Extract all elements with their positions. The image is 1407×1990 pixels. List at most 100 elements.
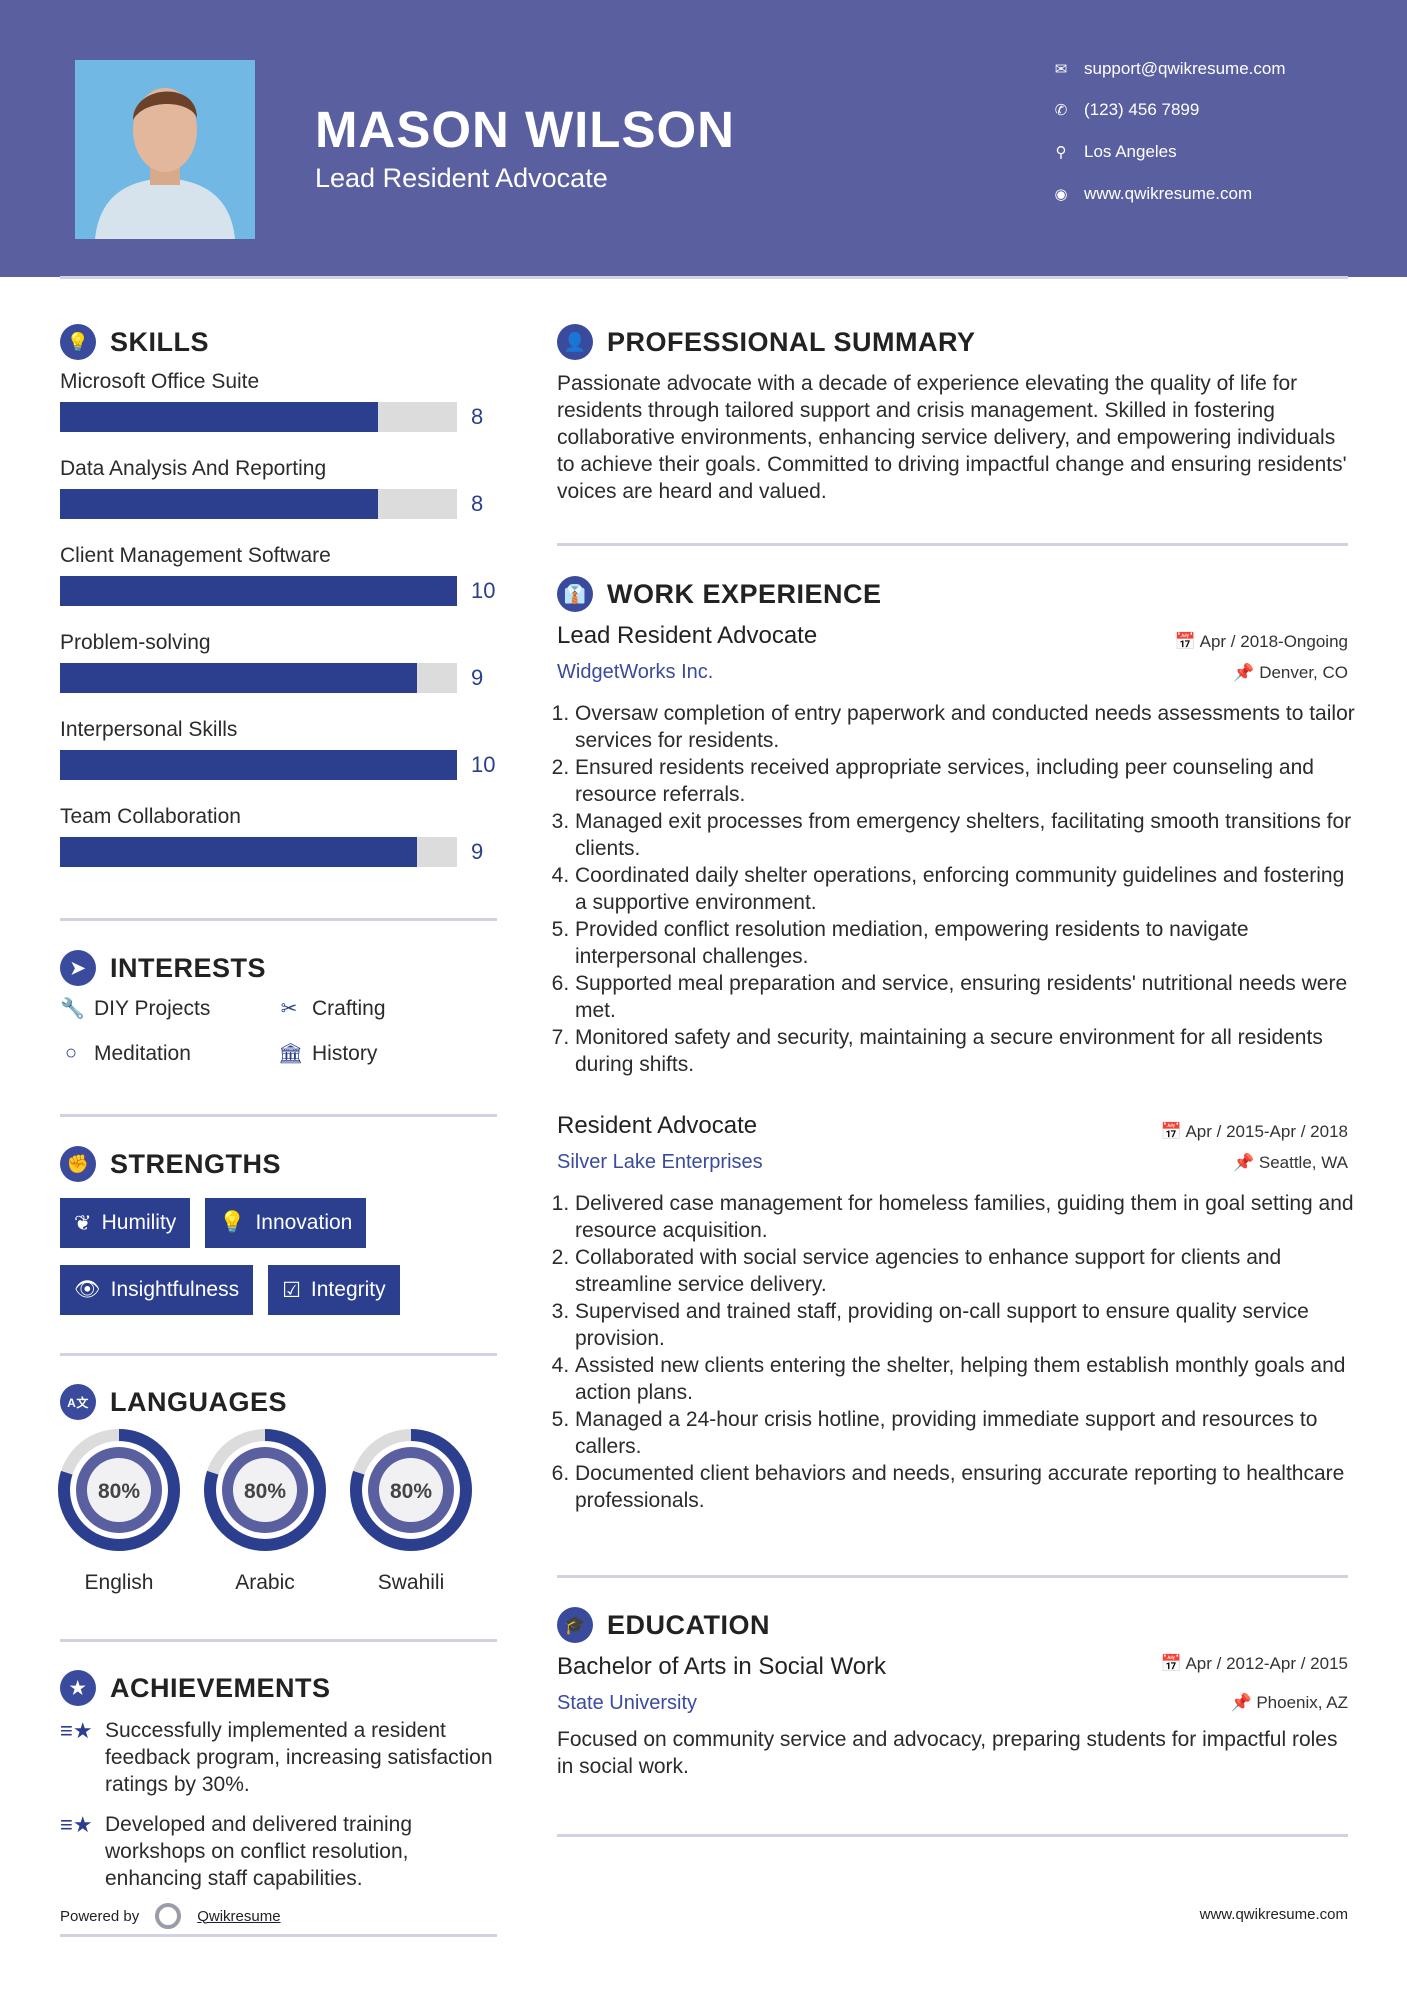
candidate-name: MASON WILSON (315, 101, 735, 158)
skill-value: 9 (471, 839, 484, 864)
job-title: Lead Resident Advocate (557, 622, 818, 649)
interest-label: History (312, 1041, 378, 1065)
strength-tag: ❦ Humility (60, 1198, 191, 1248)
company-name: WidgetWorks Inc. (557, 661, 714, 683)
job-bullet: Coordinated daily shelter operations, en… (575, 862, 1357, 916)
school: State University (557, 1692, 698, 1714)
section-divider (60, 1114, 497, 1117)
language-donut: 80% (58, 1429, 180, 1551)
pin-icon: 📌 (1232, 1153, 1259, 1172)
education-dates: 📅 Apr / 2012-Apr / 2015 (1161, 1654, 1349, 1674)
contact-phone: ✆ (123) 456 7899 (1052, 98, 1200, 122)
strength-label: Humility (101, 1211, 177, 1234)
graduate-icon: 🎓 (557, 1607, 593, 1643)
education-location-text: Phoenix, AZ (1256, 1693, 1348, 1712)
qwikresume-link[interactable]: Qwikresume (197, 1907, 281, 1925)
interest-item: ○ Meditation (60, 1041, 278, 1066)
skill-bar-fill (60, 576, 457, 606)
skill-bar-fill (60, 750, 457, 780)
education-heading-text: EDUCATION (607, 1609, 770, 1640)
pin-icon: 📌 (1233, 663, 1260, 682)
header-divider (60, 276, 1348, 279)
language-donut: 80% (350, 1429, 472, 1551)
skill-bar-row: 10 (60, 576, 500, 606)
skill-bar-fill (60, 402, 378, 432)
skill-item: Interpersonal Skills 10 (60, 718, 500, 805)
skill-item: Data Analysis And Reporting 8 (60, 457, 500, 544)
powered-by-text: Powered by (60, 1907, 140, 1925)
company-name: Silver Lake Enterprises (557, 1151, 763, 1173)
job-location-text: Denver, CO (1259, 663, 1348, 682)
contact-email[interactable]: ✉ support@qwikresume.com (1052, 57, 1286, 81)
pin-icon: 📌 (1230, 1693, 1257, 1712)
star-icon: ≡★ (60, 1812, 93, 1837)
achievements-heading: ★ ACHIEVEMENTS (60, 1670, 331, 1706)
skills-heading-text: SKILLS (110, 326, 210, 357)
phone-text: (123) 456 7899 (1084, 100, 1200, 119)
footer-website[interactable]: www.qwikresume.com (1199, 1906, 1348, 1923)
degree: Bachelor of Arts in Social Work (557, 1653, 887, 1680)
job-bullet: Provided conflict resolution mediation, … (575, 916, 1357, 970)
language-item: 80% Swahili (341, 1428, 481, 1595)
skill-item: Client Management Software 10 (60, 544, 500, 631)
job-title: Resident Advocate (557, 1112, 758, 1139)
skill-bar-row: 10 (60, 750, 500, 780)
check-square-icon: ☑ (282, 1278, 301, 1302)
skill-bar-row: 9 (60, 837, 500, 867)
interests-heading: ➤ INTERESTS (60, 950, 266, 986)
job-bullet: Collaborated with social service agencie… (575, 1244, 1357, 1298)
job-dates-text: Apr / 2015-Apr / 2018 (1185, 1122, 1348, 1141)
skill-label: Team Collaboration (60, 805, 241, 828)
lightbulb-icon: 💡 (219, 1211, 246, 1234)
skill-label: Client Management Software (60, 544, 331, 567)
achievement-text: Developed and delivered training worksho… (105, 1813, 413, 1890)
skill-bar-row: 9 (60, 663, 500, 693)
section-divider (557, 1575, 1348, 1578)
contact-website[interactable]: ◉ www.qwikresume.com (1052, 182, 1252, 206)
achievements-heading-text: ACHIEVEMENTS (110, 1672, 331, 1703)
job-bullet: Ensured residents received appropriate s… (575, 754, 1357, 808)
skill-value: 8 (471, 404, 484, 429)
job-bullets: Delivered case management for homeless f… (557, 1190, 1357, 1514)
candidate-title: Lead Resident Advocate (315, 163, 608, 193)
skill-value: 8 (471, 491, 484, 516)
skill-bar-row: 8 (60, 402, 500, 432)
job-bullet: Supervised and trained staff, providing … (575, 1298, 1357, 1352)
strength-tag: 👁 Insightfulness (60, 1265, 254, 1315)
user-icon: 👤 (557, 324, 593, 360)
translate-icon: A文 (60, 1384, 96, 1420)
summary-heading: 👤 PROFESSIONAL SUMMARY (557, 324, 976, 360)
education-dates-text: Apr / 2012-Apr / 2015 (1185, 1654, 1348, 1673)
skill-item: Problem-solving 9 (60, 631, 500, 718)
scissors-icon: ✂ (280, 998, 298, 1020)
skill-value: 10 (471, 752, 496, 777)
job-bullet: Oversaw completion of entry paperwork an… (575, 700, 1357, 754)
wrench-icon: 🔧 (60, 998, 85, 1020)
powered-by: Powered by Qwikresume (60, 1903, 281, 1929)
language-percent: 80% (98, 1480, 140, 1503)
summary-heading-text: PROFESSIONAL SUMMARY (607, 326, 976, 357)
education-heading: 🎓 EDUCATION (557, 1607, 770, 1643)
profile-photo (75, 60, 255, 239)
skill-bar-track (60, 750, 457, 780)
strengths-heading-text: STRENGTHS (110, 1148, 282, 1179)
language-percent: 80% (390, 1480, 432, 1503)
job-bullet: Monitored safety and security, maintaini… (575, 1024, 1357, 1078)
skill-bar-fill (60, 489, 378, 519)
skill-bar-fill (60, 837, 418, 867)
globe-icon: ◉ (1054, 186, 1068, 203)
qwikresume-logo-icon (155, 1903, 182, 1929)
donut-progress (204, 1429, 326, 1551)
star-badge-icon: ★ (60, 1670, 96, 1706)
achievement-item: ≡★ Successfully implemented a resident fe… (60, 1717, 500, 1798)
skill-bar-track (60, 663, 457, 693)
donut-progress (350, 1429, 472, 1551)
achievement-text: Successfully implemented a resident feed… (105, 1719, 493, 1796)
skill-label: Data Analysis And Reporting (60, 457, 327, 480)
skill-value: 10 (471, 578, 496, 603)
strength-label: Insightfulness (110, 1278, 240, 1301)
interests-heading-text: INTERESTS (110, 952, 267, 983)
job-location-text: Seattle, WA (1258, 1153, 1348, 1172)
job-bullet: Assisted new clients entering the shelte… (575, 1352, 1357, 1406)
interest-label: DIY Projects (94, 996, 211, 1020)
